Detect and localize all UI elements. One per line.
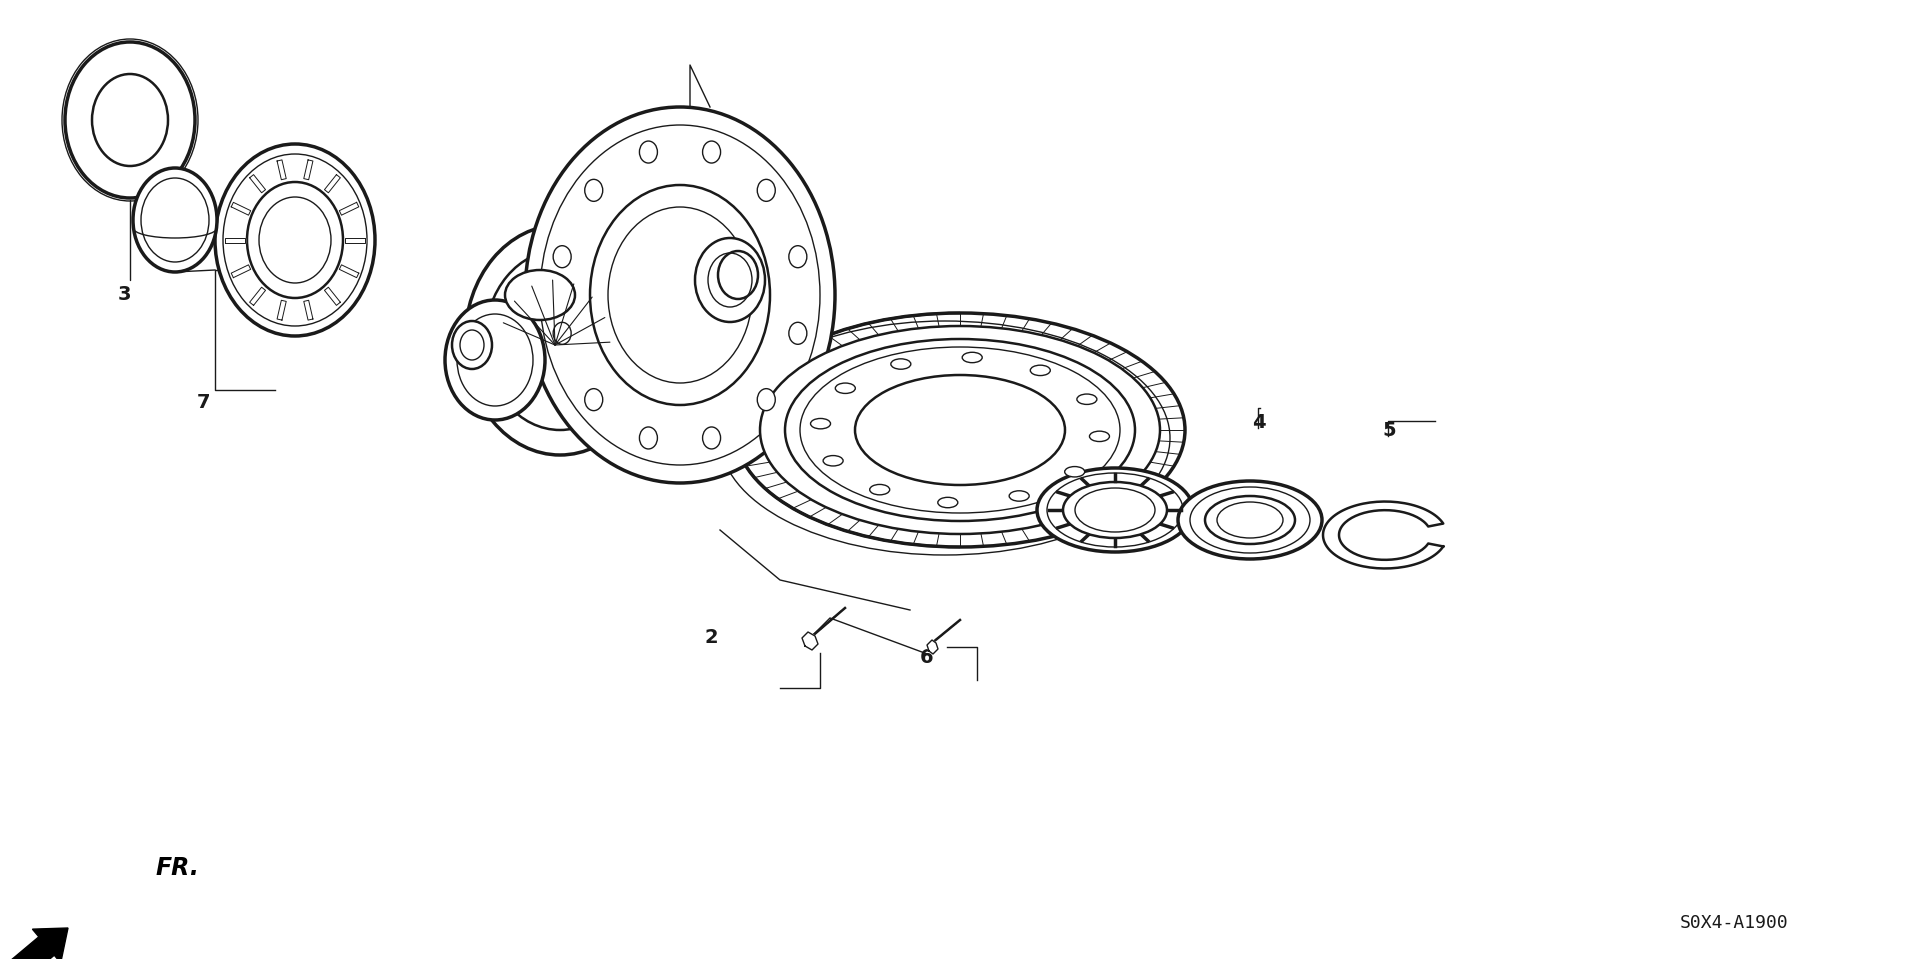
Polygon shape <box>303 160 313 179</box>
Ellipse shape <box>1037 468 1192 552</box>
Text: FR.: FR. <box>156 856 200 880</box>
Text: 5: 5 <box>1382 421 1396 440</box>
Ellipse shape <box>586 179 603 201</box>
Polygon shape <box>324 175 340 193</box>
Ellipse shape <box>756 179 776 201</box>
Ellipse shape <box>223 154 367 326</box>
Ellipse shape <box>553 322 570 344</box>
Ellipse shape <box>451 321 492 369</box>
Ellipse shape <box>937 498 958 507</box>
Ellipse shape <box>703 427 720 449</box>
Ellipse shape <box>92 74 169 166</box>
Ellipse shape <box>132 168 217 272</box>
Text: S0X4-A1900: S0X4-A1900 <box>1680 914 1789 932</box>
Ellipse shape <box>589 185 770 405</box>
Ellipse shape <box>708 253 753 307</box>
Ellipse shape <box>540 125 820 465</box>
Ellipse shape <box>1217 502 1283 538</box>
Text: 4: 4 <box>1252 413 1265 432</box>
Ellipse shape <box>760 326 1160 534</box>
Polygon shape <box>340 202 359 215</box>
Text: 1: 1 <box>693 123 708 142</box>
Polygon shape <box>230 202 252 215</box>
Polygon shape <box>346 238 365 243</box>
Ellipse shape <box>1089 432 1110 441</box>
Ellipse shape <box>259 197 330 283</box>
Ellipse shape <box>140 178 209 262</box>
Polygon shape <box>8 928 67 959</box>
Ellipse shape <box>486 250 636 430</box>
Ellipse shape <box>609 207 753 383</box>
Polygon shape <box>324 288 340 305</box>
Polygon shape <box>225 238 244 243</box>
Polygon shape <box>250 288 265 305</box>
Ellipse shape <box>1046 473 1183 547</box>
Ellipse shape <box>735 313 1185 547</box>
Polygon shape <box>303 300 313 320</box>
Ellipse shape <box>891 359 910 369</box>
Ellipse shape <box>215 144 374 336</box>
Ellipse shape <box>1031 365 1050 376</box>
Ellipse shape <box>639 141 657 163</box>
Text: 2: 2 <box>705 628 718 647</box>
Ellipse shape <box>1066 467 1085 477</box>
Polygon shape <box>276 300 286 320</box>
Polygon shape <box>803 632 818 650</box>
Ellipse shape <box>1206 496 1294 544</box>
Text: 3: 3 <box>117 285 131 304</box>
Text: 8: 8 <box>1066 363 1079 382</box>
Polygon shape <box>250 175 265 193</box>
Polygon shape <box>230 265 252 278</box>
Text: 6: 6 <box>920 648 933 667</box>
Ellipse shape <box>639 427 657 449</box>
Polygon shape <box>1323 502 1444 569</box>
Ellipse shape <box>1064 482 1167 538</box>
Ellipse shape <box>524 107 835 483</box>
Ellipse shape <box>248 182 344 298</box>
Ellipse shape <box>789 246 806 268</box>
Ellipse shape <box>1077 394 1096 405</box>
Text: 7: 7 <box>198 393 211 412</box>
Ellipse shape <box>870 484 889 495</box>
Ellipse shape <box>445 300 545 420</box>
Ellipse shape <box>505 270 574 320</box>
Ellipse shape <box>810 418 831 429</box>
Ellipse shape <box>65 42 196 198</box>
Ellipse shape <box>1190 487 1309 553</box>
Ellipse shape <box>824 456 843 466</box>
Ellipse shape <box>461 330 484 360</box>
Ellipse shape <box>962 352 983 363</box>
Polygon shape <box>927 640 939 654</box>
Ellipse shape <box>586 388 603 410</box>
Ellipse shape <box>835 383 854 393</box>
Ellipse shape <box>789 322 806 344</box>
Ellipse shape <box>801 347 1119 513</box>
Ellipse shape <box>785 339 1135 521</box>
Ellipse shape <box>1075 488 1156 532</box>
Ellipse shape <box>1179 481 1323 559</box>
Ellipse shape <box>1010 491 1029 502</box>
Ellipse shape <box>465 225 655 455</box>
Polygon shape <box>340 265 359 278</box>
Ellipse shape <box>703 141 720 163</box>
Ellipse shape <box>553 246 570 268</box>
Polygon shape <box>276 160 286 179</box>
Ellipse shape <box>756 388 776 410</box>
Ellipse shape <box>695 238 764 322</box>
Ellipse shape <box>457 314 534 406</box>
Ellipse shape <box>854 375 1066 485</box>
